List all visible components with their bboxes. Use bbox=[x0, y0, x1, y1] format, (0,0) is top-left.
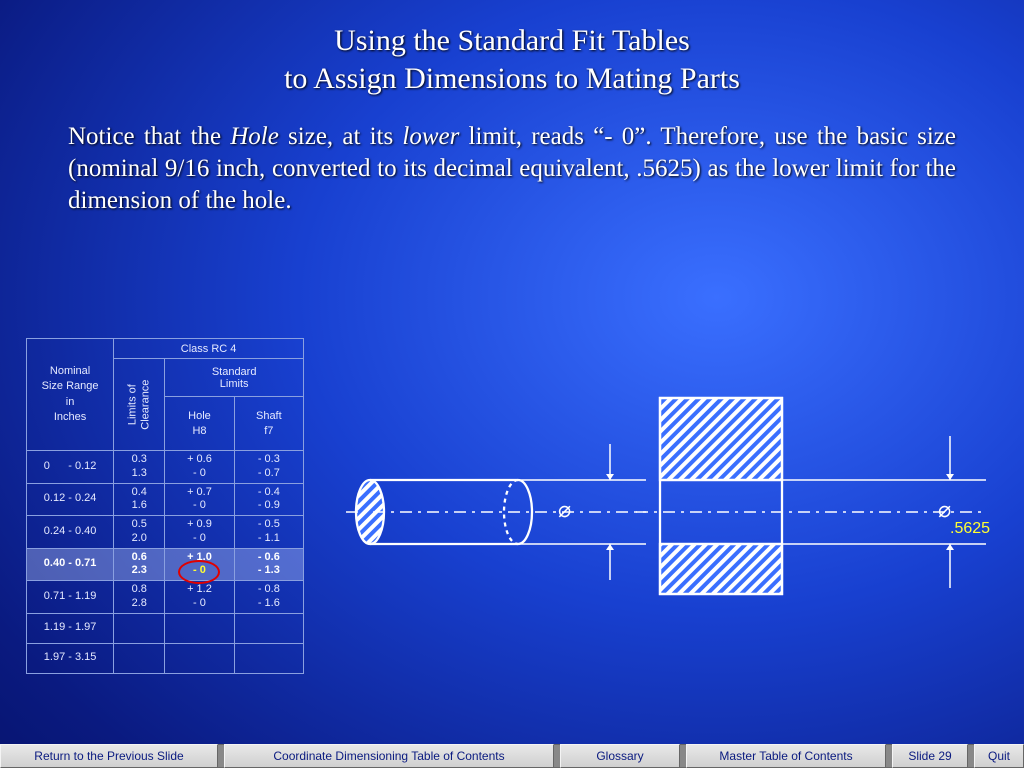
nav-button[interactable]: Coordinate Dimensioning Table of Content… bbox=[224, 744, 554, 768]
hdr-std-limits: Standard Limits bbox=[165, 359, 304, 397]
diameter-value: .5625 bbox=[950, 520, 990, 538]
cell-shaft: - 0.4- 0.9 bbox=[234, 483, 303, 516]
diagram: ⌀ ⌀ .5625 bbox=[330, 380, 1010, 680]
hdr-nominal-l2: Size Range bbox=[42, 380, 99, 392]
cell-hole bbox=[165, 613, 234, 643]
cell-clearance bbox=[114, 613, 165, 643]
table-row: 0 - 0.120.31.3+ 0.6- 0- 0.3- 0.7 bbox=[27, 451, 304, 484]
hdr-hole: Hole H8 bbox=[165, 397, 234, 451]
hdr-shaft: Shaft f7 bbox=[234, 397, 303, 451]
table-row: 1.19 - 1.97 bbox=[27, 613, 304, 643]
cell-hole: + 1.2- 0 bbox=[165, 581, 234, 614]
diameter-symbol-shaft: ⌀ bbox=[558, 497, 571, 523]
hdr-std-l1: Standard bbox=[212, 366, 257, 378]
hdr-clearance-l2: Clearance bbox=[139, 379, 151, 429]
body-paragraph: Notice that the Hole size, at its lower … bbox=[68, 121, 956, 217]
hdr-std-l2: Limits bbox=[220, 378, 249, 390]
nav-button[interactable]: Slide 29 bbox=[892, 744, 968, 768]
cell-range: 0.24 - 0.40 bbox=[27, 516, 114, 549]
table-row: 0.71 - 1.190.82.8+ 1.2- 0- 0.8- 1.6 bbox=[27, 581, 304, 614]
cell-shaft: - 0.3- 0.7 bbox=[234, 451, 303, 484]
table-row: 0.12 - 0.240.41.6+ 0.7- 0- 0.4- 0.9 bbox=[27, 483, 304, 516]
cell-hole: + 0.9- 0 bbox=[165, 516, 234, 549]
hdr-shaft-l2: f7 bbox=[264, 425, 273, 437]
hdr-nominal-l3: in bbox=[66, 396, 75, 408]
cell-clearance: 0.52.0 bbox=[114, 516, 165, 549]
cell-range: 0 - 0.12 bbox=[27, 451, 114, 484]
cell-shaft: - 0.8- 1.6 bbox=[234, 581, 303, 614]
table-row: 0.40 - 0.710.62.3+ 1.0- 0- 0.6- 1.3 bbox=[27, 548, 304, 581]
cell-range: 0.40 - 0.71 bbox=[27, 548, 114, 581]
nav-button[interactable]: Master Table of Contents bbox=[686, 744, 886, 768]
cell-clearance: 0.31.3 bbox=[114, 451, 165, 484]
cell-shaft: - 0.6- 1.3 bbox=[234, 548, 303, 581]
cell-hole: + 0.6- 0 bbox=[165, 451, 234, 484]
table-row: 1.97 - 3.15 bbox=[27, 643, 304, 673]
hdr-clearance: Limits of Clearance bbox=[114, 359, 165, 451]
nav-button[interactable]: Quit bbox=[974, 744, 1024, 768]
cell-range: 1.97 - 3.15 bbox=[27, 643, 114, 673]
hdr-clearance-l1: Limits of bbox=[127, 384, 139, 425]
cell-hole bbox=[165, 643, 234, 673]
hdr-nominal-l1: Nominal bbox=[50, 365, 90, 377]
table-body: 0 - 0.120.31.3+ 0.6- 0- 0.3- 0.70.12 - 0… bbox=[27, 451, 304, 674]
para-seg-2: size, at its bbox=[279, 123, 403, 150]
hdr-hole-l2: H8 bbox=[192, 425, 206, 437]
hdr-shaft-l1: Shaft bbox=[256, 410, 282, 422]
cell-range: 1.19 - 1.97 bbox=[27, 613, 114, 643]
cell-clearance: 0.82.8 bbox=[114, 581, 165, 614]
hdr-nominal: Nominal Size Range in Inches bbox=[27, 339, 114, 451]
fit-table: Nominal Size Range in Inches Class RC 4 … bbox=[26, 338, 304, 674]
hdr-nominal-l4: Inches bbox=[54, 411, 86, 423]
nav-bar: Return to the Previous SlideCoordinate D… bbox=[0, 744, 1024, 768]
hdr-class: Class RC 4 bbox=[114, 339, 304, 359]
table-row: 0.24 - 0.400.52.0+ 0.9- 0- 0.5- 1.1 bbox=[27, 516, 304, 549]
cell-clearance: 0.41.6 bbox=[114, 483, 165, 516]
cell-range: 0.12 - 0.24 bbox=[27, 483, 114, 516]
para-italic-hole: Hole bbox=[230, 123, 279, 150]
title-line-2: to Assign Dimensions to Mating Parts bbox=[284, 62, 740, 95]
cell-hole: + 1.0- 0 bbox=[165, 548, 234, 581]
cell-shaft bbox=[234, 613, 303, 643]
cell-hole: + 0.7- 0 bbox=[165, 483, 234, 516]
diagram-svg bbox=[330, 380, 1010, 680]
nav-button[interactable]: Glossary bbox=[560, 744, 680, 768]
cell-shaft: - 0.5- 1.1 bbox=[234, 516, 303, 549]
title-line-1: Using the Standard Fit Tables bbox=[334, 24, 690, 57]
cell-shaft bbox=[234, 643, 303, 673]
slide-title: Using the Standard Fit Tables to Assign … bbox=[0, 0, 1024, 97]
para-italic-lower: lower bbox=[402, 123, 459, 150]
hdr-hole-l1: Hole bbox=[188, 410, 211, 422]
para-seg-1: Notice that the bbox=[68, 123, 230, 150]
slide: Using the Standard Fit Tables to Assign … bbox=[0, 0, 1024, 744]
cell-clearance: 0.62.3 bbox=[114, 548, 165, 581]
nav-button[interactable]: Return to the Previous Slide bbox=[0, 744, 218, 768]
cell-range: 0.71 - 1.19 bbox=[27, 581, 114, 614]
cell-clearance bbox=[114, 643, 165, 673]
